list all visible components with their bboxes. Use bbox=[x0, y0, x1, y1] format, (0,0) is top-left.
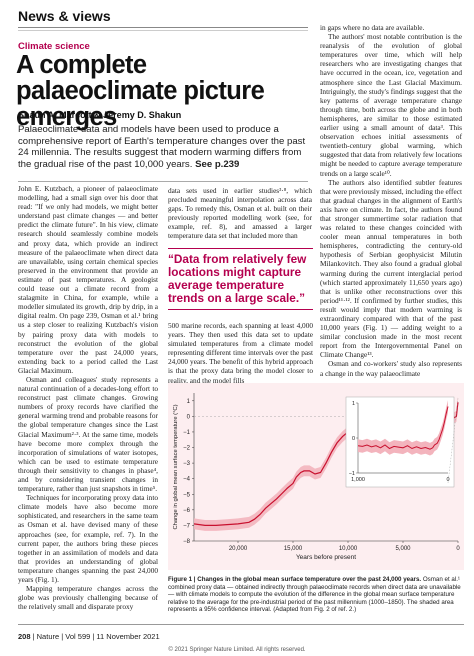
inset-y-tick-label: −1 bbox=[349, 471, 355, 477]
section-rule bbox=[18, 27, 308, 28]
y-tick-label: −2 bbox=[183, 446, 191, 452]
figure-caption-title: Figure 1 | Changes in the global mean su… bbox=[168, 576, 422, 583]
column-2-bottom: 500 marine records, each spanning at lea… bbox=[168, 321, 313, 385]
x-tick-label: 15,000 bbox=[284, 546, 303, 552]
standfirst-text: Palaeoclimate data and models have been … bbox=[18, 124, 306, 170]
paragraph: data sets used in earlier studies³·⁸, wh… bbox=[168, 186, 312, 241]
x-tick-label: 0 bbox=[456, 546, 460, 552]
footer-rule bbox=[18, 624, 464, 625]
y-tick-label: −4 bbox=[183, 477, 191, 483]
figure-1: 1 0 −1 −2 −3 −4 −5 −6 −7 −8 20,000 15,000 10,000 5,00… bbox=[168, 383, 464, 570]
inset-confidence-band bbox=[358, 400, 448, 456]
paragraph: John E. Kutzbach, a pioneer of palaeocli… bbox=[18, 184, 158, 375]
paragraph: The authors also identified subtler feat… bbox=[320, 177, 462, 360]
inset-x-tick-label: 0 bbox=[446, 477, 449, 483]
column-3: in gaps where no data are available. The… bbox=[320, 23, 462, 378]
standfirst: Palaeoclimate data and models have been … bbox=[18, 124, 311, 170]
column-1: John E. Kutzbach, a pioneer of palaeocli… bbox=[18, 184, 158, 611]
kicker: Climate science bbox=[18, 41, 90, 52]
inset-connector bbox=[447, 398, 459, 484]
pull-quote-rule bbox=[168, 309, 313, 310]
page-number: 208 bbox=[18, 632, 31, 641]
x-axis-label: Years before present bbox=[296, 554, 356, 561]
y-tick-label: −7 bbox=[183, 523, 191, 529]
inset-temperature-line bbox=[357, 406, 449, 450]
pull-quote-text: “Data from relatively few locations migh… bbox=[168, 252, 307, 305]
paragraph: Techniques for incorporating proxy data … bbox=[18, 493, 158, 585]
section-rule-secondary bbox=[18, 30, 308, 31]
y-tick-label: −5 bbox=[183, 492, 191, 498]
journal-info: | Nature | Vol 599 | 11 November 2021 bbox=[32, 632, 160, 641]
copyright: © 2021 Springer Nature Limited. All righ… bbox=[168, 647, 306, 653]
paragraph: The authors' most notable contribution i… bbox=[320, 32, 462, 178]
inset-y-tick-label: 1 bbox=[352, 401, 355, 407]
inset-x-tick-label: 1,000 bbox=[351, 477, 365, 483]
paragraph: Osman and co-workers' study also represe… bbox=[320, 359, 462, 378]
y-axis-label: Change in global mean surface temperatur… bbox=[173, 404, 179, 529]
figure-caption-text: Osman et al.¹ combined proxy data — obta… bbox=[168, 576, 461, 613]
y-tick-label: 0 bbox=[187, 414, 191, 420]
y-tick-label: 1 bbox=[187, 399, 191, 405]
paragraph: Osman and colleagues' study represents a… bbox=[18, 374, 158, 494]
figure-caption: Figure 1 | Changes in the global mean su… bbox=[168, 576, 464, 614]
standfirst-rule bbox=[18, 181, 308, 182]
paragraph: 500 marine records, each spanning at lea… bbox=[168, 321, 313, 385]
pull-quote-rule bbox=[168, 248, 313, 249]
x-tick-label: 10,000 bbox=[339, 546, 358, 552]
y-tick-label: −6 bbox=[183, 508, 191, 514]
inset-y-tick-label: 0 bbox=[352, 436, 355, 442]
y-tick-label: −3 bbox=[183, 461, 191, 467]
column-2-top: data sets used in earlier studies³·⁸, wh… bbox=[168, 186, 312, 241]
standfirst-ref[interactable]: See p.239 bbox=[195, 158, 240, 170]
x-tick-label: 5,000 bbox=[395, 546, 411, 552]
paragraph: in gaps where no data are available. bbox=[320, 23, 425, 32]
y-tick-label: −1 bbox=[183, 430, 191, 436]
footer: 208 | Nature | Vol 599 | 11 November 202… bbox=[18, 632, 160, 641]
temperature-chart: 1 0 −1 −2 −3 −4 −5 −6 −7 −8 20,000 15,000 10,000 5,00… bbox=[168, 383, 464, 570]
x-tick-label: 20,000 bbox=[229, 546, 248, 552]
pull-quote: “Data from relatively few locations migh… bbox=[168, 248, 313, 310]
section-header: News & views bbox=[18, 8, 111, 24]
paragraph: Mapping temperature changes across the g… bbox=[18, 584, 158, 612]
y-tick-label: −8 bbox=[183, 539, 191, 545]
headline: A complete palaeoclimate picture emerges bbox=[16, 51, 265, 131]
authors: Shaun A. Marcott & Jeremy D. Shakun bbox=[18, 110, 182, 120]
